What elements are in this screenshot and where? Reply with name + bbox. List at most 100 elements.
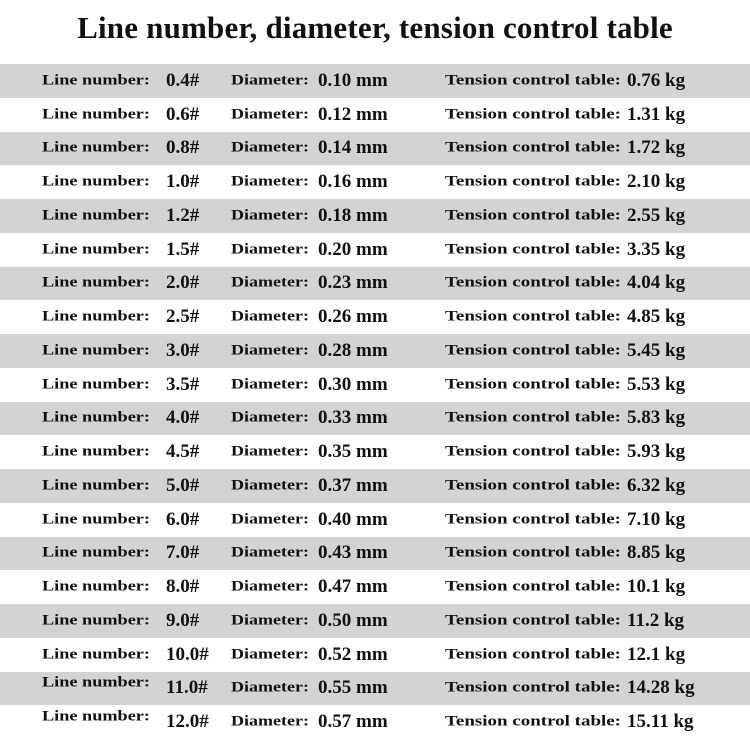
table-row: Line number: 11.0# Diameter: 0.55 mm Tension… <box>0 671 750 706</box>
diameter-label: Diameter: <box>231 207 309 224</box>
diameter-value: 0.35 mm <box>318 441 388 463</box>
line-number-value: 9.0# <box>166 609 200 631</box>
line-number-label: Line number: <box>42 612 150 629</box>
table-row: Line number: 0.8# Diameter: 0.14 mm Tension … <box>0 131 750 166</box>
tension-value: 8.85 kg <box>627 542 686 564</box>
tension-label: Tension control table: <box>445 443 621 460</box>
tension-label: Tension control table: <box>445 376 621 393</box>
diameter-value: 0.55 mm <box>318 677 388 699</box>
tension-value: 3.35 kg <box>627 238 686 260</box>
diameter-label: Diameter: <box>231 173 309 190</box>
line-number-value: 7.0# <box>166 542 200 564</box>
tension-label: Tension control table: <box>445 207 621 224</box>
diameter-value: 0.37 mm <box>318 474 388 496</box>
tension-value: 5.93 kg <box>627 441 686 463</box>
table-row: Line number: 1.2# Diameter: 0.18 mm Tension … <box>0 199 750 233</box>
tension-label: Tension control table: <box>445 578 621 595</box>
line-number-label: Line number: <box>42 376 150 393</box>
tension-label: Tension control table: <box>445 409 621 426</box>
table-row: Line number: 3.0# Diameter: 0.28 mm Tension … <box>0 334 750 368</box>
line-number-label: Line number: <box>42 72 150 89</box>
table-row: Line number: 2.0# Diameter: 0.23 mm Tension … <box>0 266 750 301</box>
tension-label: Tension control table: <box>445 511 621 528</box>
tension-value: 5.53 kg <box>627 373 686 395</box>
tension-label: Tension control table: <box>445 72 621 89</box>
tension-label: Tension control table: <box>445 646 621 663</box>
line-number-label: Line number: <box>42 274 150 291</box>
spec-table: Line number: 0.4# Diameter: 0.10 mm Tension … <box>0 64 750 739</box>
table-row: Line number: 7.0# Diameter: 0.43 mm Tension … <box>0 536 750 571</box>
line-number-value: 0.4# <box>166 69 200 91</box>
diameter-value: 0.40 mm <box>318 508 388 530</box>
diameter-label: Diameter: <box>231 713 309 730</box>
tension-label: Tension control table: <box>445 477 621 494</box>
line-number-label: Line number: <box>42 308 150 325</box>
tension-value: 7.10 kg <box>627 508 686 530</box>
tension-label: Tension control table: <box>445 274 621 291</box>
tension-label: Tension control table: <box>445 544 621 561</box>
diameter-value: 0.20 mm <box>318 238 388 260</box>
diameter-label: Diameter: <box>231 679 309 696</box>
tension-value: 15.11 kg <box>627 711 694 733</box>
line-number-value: 11.0# <box>166 677 208 699</box>
tension-label: Tension control table: <box>445 241 621 258</box>
diameter-label: Diameter: <box>231 477 309 494</box>
table-row: Line number: 10.0# Diameter: 0.52 mm Tension… <box>0 638 750 672</box>
tension-value: 6.32 kg <box>627 474 686 496</box>
table-row: Line number: 12.0# Diameter: 0.57 mm Tension… <box>0 705 750 739</box>
line-number-value: 10.0# <box>166 643 209 665</box>
line-number-label: Line number: <box>42 544 150 561</box>
page-title: Line number, diameter, tension control t… <box>77 10 673 45</box>
table-row: Line number: 0.4# Diameter: 0.10 mm Tension … <box>0 64 750 98</box>
line-number-label: Line number: <box>42 342 150 359</box>
line-number-value: 1.5# <box>166 238 200 260</box>
tension-value: 2.10 kg <box>627 171 686 193</box>
line-number-label: Line number: <box>42 409 150 426</box>
table-row: Line number: 1.0# Diameter: 0.16 mm Tension … <box>0 165 750 199</box>
line-number-value: 3.5# <box>166 373 200 395</box>
tension-value: 12.1 kg <box>627 643 686 665</box>
diameter-value: 0.18 mm <box>318 204 388 226</box>
tension-value: 5.83 kg <box>627 407 686 429</box>
line-number-value: 2.0# <box>166 272 200 294</box>
diameter-value: 0.14 mm <box>318 137 388 159</box>
diameter-label: Diameter: <box>231 241 309 258</box>
diameter-label: Diameter: <box>231 544 309 561</box>
tension-value: 2.55 kg <box>627 204 686 226</box>
diameter-value: 0.43 mm <box>318 542 388 564</box>
table-row: Line number: 2.5# Diameter: 0.26 mm Tension … <box>0 300 750 334</box>
table-row: Line number: 5.0# Diameter: 0.37 mm Tension … <box>0 469 750 503</box>
diameter-label: Diameter: <box>231 646 309 663</box>
tension-value: 4.85 kg <box>627 306 686 328</box>
diameter-value: 0.30 mm <box>318 373 388 395</box>
diameter-label: Diameter: <box>231 106 309 123</box>
diameter-value: 0.16 mm <box>318 171 388 193</box>
line-number-value: 6.0# <box>166 508 200 530</box>
tension-value: 0.76 kg <box>627 69 686 91</box>
line-number-label: Line number: <box>42 674 150 691</box>
table-row: Line number: 6.0# Diameter: 0.40 mm Tension … <box>0 503 750 537</box>
diameter-value: 0.10 mm <box>318 69 388 91</box>
tension-value: 11.2 kg <box>627 609 685 631</box>
table-row: Line number: 1.5# Diameter: 0.20 mm Tension … <box>0 233 750 267</box>
tension-label: Tension control table: <box>445 679 621 696</box>
line-number-value: 4.0# <box>166 407 200 429</box>
line-number-value: 0.8# <box>166 137 200 159</box>
line-number-label: Line number: <box>42 173 150 190</box>
diameter-label: Diameter: <box>231 612 309 629</box>
tension-label: Tension control table: <box>445 612 621 629</box>
diameter-label: Diameter: <box>231 72 309 89</box>
diameter-value: 0.28 mm <box>318 339 388 361</box>
diameter-label: Diameter: <box>231 511 309 528</box>
diameter-value: 0.47 mm <box>318 576 388 598</box>
line-number-label: Line number: <box>42 511 150 528</box>
tension-label: Tension control table: <box>445 139 621 156</box>
table-row: Line number: 0.6# Diameter: 0.12 mm Tension … <box>0 98 750 132</box>
diameter-value: 0.52 mm <box>318 643 388 665</box>
diameter-value: 0.33 mm <box>318 407 388 429</box>
diameter-value: 0.57 mm <box>318 711 388 733</box>
line-number-value: 5.0# <box>166 474 200 496</box>
tension-label: Tension control table: <box>445 173 621 190</box>
line-number-value: 1.0# <box>166 171 200 193</box>
tension-value: 14.28 kg <box>627 677 695 699</box>
